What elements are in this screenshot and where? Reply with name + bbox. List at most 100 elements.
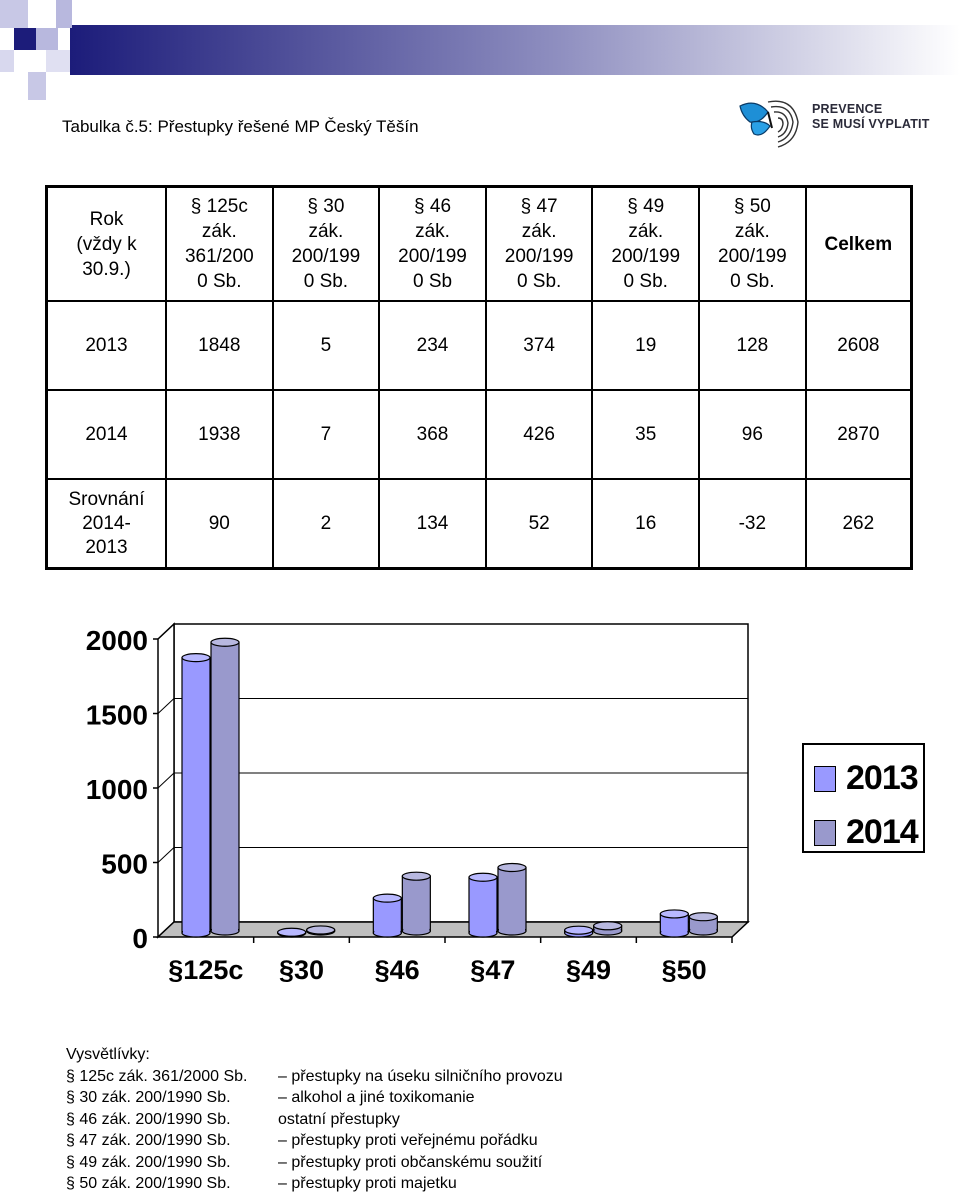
note-key: § 30 zák. 200/1990 Sb. <box>66 1089 231 1106</box>
row-label: Srovnání 2014- 2013 <box>45 478 167 570</box>
x-tick-label: §30 <box>279 955 324 985</box>
table-cell: 1938 <box>165 389 274 480</box>
note-row: § 125c zák. 361/2000 Sb. – přestupky na ú… <box>66 1066 563 1088</box>
y-tick-label: 2000 <box>86 625 148 656</box>
table-cell: 2608 <box>804 300 913 391</box>
note-desc: – přestupky proti veřejnému pořádku <box>278 1132 538 1149</box>
notes-title: Vysvětlívky: <box>66 1046 150 1063</box>
note-row: § 50 zák. 200/1990 Sb. – přestupky proti … <box>66 1173 563 1195</box>
table-cell: 262 <box>804 478 913 570</box>
note-row: § 30 zák. 200/1990 Sb. – alkohol a jiné t… <box>66 1087 563 1109</box>
note-row: § 46 zák. 200/1990 Sb. ostatní přestupky <box>66 1109 563 1131</box>
bar-top <box>277 927 307 937</box>
note-key: § 47 zák. 200/1990 Sb. <box>66 1132 231 1149</box>
legend-swatch <box>814 765 836 792</box>
table-cell: 426 <box>484 389 594 480</box>
note-desc: – alkohol a jiné toxikomanie <box>278 1089 475 1106</box>
bar-fill <box>499 867 525 931</box>
gridline-side <box>157 698 175 714</box>
bar-fill <box>661 913 688 933</box>
legend-item: 2014 <box>814 813 919 852</box>
legend-item: 2013 <box>814 759 919 798</box>
bar-top <box>372 893 402 903</box>
header-cell: Rok (vždy k 30.9.) <box>45 185 167 302</box>
butterfly-logo-icon <box>739 100 799 148</box>
table-cell: 5 <box>271 300 381 391</box>
header-cell: § 49 zák. 200/199 0 Sb. <box>591 185 701 302</box>
table-cell: 234 <box>378 300 487 391</box>
legend-label: 2014 <box>846 813 919 851</box>
gridline-side <box>157 623 175 640</box>
bar-top <box>210 637 240 647</box>
header-cell: § 47 zák. 200/199 0 Sb. <box>484 185 594 302</box>
table-cell: 128 <box>698 300 807 391</box>
offences-table: Rok (vždy k 30.9.) § 125c zák. 361/200 0 Sb. … <box>45 185 913 570</box>
table-caption: Tabulka č.5: Přestupky řešené MP Český T… <box>62 117 419 136</box>
chart-floor <box>156 921 750 938</box>
note-key: § 125c zák. 361/2000 Sb. <box>66 1067 248 1085</box>
table-cell: 96 <box>698 389 807 480</box>
header-banner <box>0 0 960 100</box>
header-cell: § 46 zák. 200/199 0 Sb <box>378 185 487 302</box>
table-cell: 16 <box>591 478 701 570</box>
bar-fill <box>470 877 496 933</box>
logo-text: PREVENCE SE MUSÍ VYPLATIT <box>812 102 930 132</box>
table-cell: 19 <box>591 300 701 391</box>
legend-label: 2013 <box>846 759 919 797</box>
bar-top <box>401 871 431 881</box>
note-key: § 50 zák. 200/1990 Sb. <box>66 1175 231 1192</box>
y-tick-label: 0 <box>132 923 148 954</box>
note-desc: – přestupky proti občanskému soužití <box>278 1153 543 1171</box>
note-desc: – přestupky proti majetku <box>278 1175 457 1192</box>
table-cell: 2 <box>271 478 381 570</box>
table-row: Srovnání 2014- 2013 90 2 134 52 16 -32 262 <box>45 478 913 570</box>
table-cell: 374 <box>484 300 594 391</box>
bar-fill <box>212 642 238 931</box>
chart-legend: 2013 2014 <box>802 743 925 853</box>
x-tick-label: §50 <box>662 955 707 985</box>
bar-top <box>306 925 336 935</box>
header-cell: § 30 zák. 200/199 0 Sb. <box>271 185 381 302</box>
legend-swatch <box>814 819 836 846</box>
table-cell: 2870 <box>804 389 913 480</box>
table-header-row: Rok (vždy k 30.9.) § 125c zák. 361/200 0 Sb. … <box>45 185 913 302</box>
gridline-side <box>157 847 175 863</box>
table-cell: 1848 <box>165 300 274 391</box>
row-label: 2013 <box>45 300 167 391</box>
table-cell: 134 <box>378 478 487 570</box>
table-cell: 7 <box>271 389 381 480</box>
bar-chart: 0 500 1000 1500 2000 §125c §30 §46 §47 §49 §50 <box>86 622 750 985</box>
bar-top <box>497 862 527 873</box>
x-tick-label: §49 <box>566 955 611 985</box>
note-desc: ostatní přestupky <box>278 1110 400 1128</box>
header-cell: § 50 zák. 200/199 0 Sb. <box>698 185 807 302</box>
x-tick-label: §46 <box>375 955 420 985</box>
row-label: 2014 <box>45 389 167 480</box>
bar-top <box>659 909 689 919</box>
x-tick-label: §47 <box>470 955 515 985</box>
logo-line-1: PREVENCE <box>812 102 883 116</box>
legend-notes: Vysvětlívky: § 125c zák. 361/2000 Sb. – p… <box>66 1044 563 1195</box>
bar-fill <box>374 898 401 933</box>
note-row: § 47 zák. 200/1990 Sb. – přestupky proti … <box>66 1130 563 1152</box>
note-row: § 49 zák. 200/1990 Sb. – přestupky proti … <box>66 1152 563 1174</box>
note-key: § 49 zák. 200/1990 Sb. <box>66 1153 231 1171</box>
header-cell: § 125c zák. 361/200 0 Sb. <box>165 185 274 302</box>
table-cell: 35 <box>591 389 701 480</box>
bar-top <box>181 653 211 663</box>
y-tick-label: 500 <box>101 849 148 880</box>
bar-fill <box>183 657 209 933</box>
y-tick-label: 1500 <box>86 700 148 731</box>
table-row: 2014 1938 7 368 426 35 96 2870 <box>45 389 913 480</box>
table-row: 2013 1848 5 234 374 19 128 2608 <box>45 300 913 391</box>
note-key: § 46 zák. 200/1990 Sb. <box>66 1110 231 1128</box>
logo-line-2: SE MUSÍ VYPLATIT <box>812 117 930 131</box>
bar-top <box>688 912 718 922</box>
table-cell: -32 <box>698 478 807 570</box>
bar-top <box>564 925 594 935</box>
y-tick-label: 1000 <box>86 774 148 805</box>
bar-top <box>468 872 498 882</box>
header-cell: Celkem <box>804 185 913 302</box>
note-desc: – přestupky na úseku silničního provozu <box>278 1067 563 1085</box>
bar-top <box>593 921 623 931</box>
